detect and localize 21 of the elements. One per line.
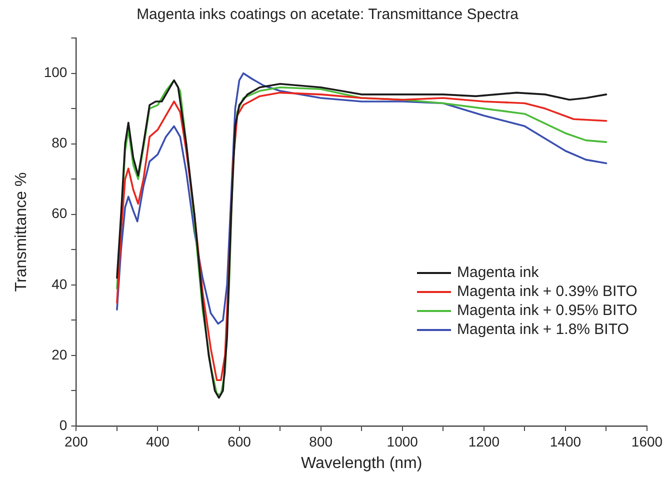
y-tick-label: 60 [52,205,68,222]
y-tick-label: 20 [52,346,68,362]
x-tick-label: 800 [309,433,333,450]
chart-title: Magenta inks coatings on acetate: Transmittance Spectra [136,6,520,24]
x-axis-title: Wavelength (nm) [300,454,422,472]
y-tick-label: 0 [59,416,68,433]
legend-label: Magenta ink + 1.8% BITO [457,320,629,340]
x-tick-label: 1200 [468,433,500,450]
x-tick-label: 200 [64,433,88,450]
legend-label: Magenta ink [457,263,539,282]
x-tick-label: 400 [146,433,170,450]
x-tick-label: 1000 [386,433,418,450]
y-tick-label: 100 [44,64,68,80]
x-tick-label: 1600 [631,433,663,450]
y-tick-label: 80 [52,134,68,151]
legend-label: Magenta ink + 0.95% BITO [457,301,638,320]
x-tick-label: 1400 [550,433,582,450]
y-tick-label: 40 [52,276,68,292]
x-tick-label: 600 [228,433,252,450]
y-axis-title: Transmittance % [13,172,30,292]
legend-label: Magenta ink + 0.39% BITO [457,282,638,302]
